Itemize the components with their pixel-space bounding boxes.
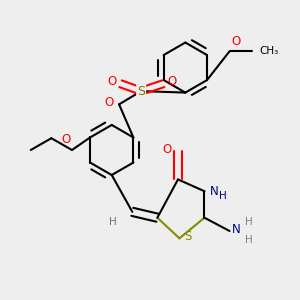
Text: CH₃: CH₃: [259, 46, 278, 56]
Text: N: N: [210, 185, 218, 198]
Text: N: N: [232, 223, 241, 236]
Text: O: O: [163, 142, 172, 156]
Text: O: O: [61, 134, 70, 146]
Text: H: H: [245, 235, 253, 245]
Text: H: H: [109, 217, 117, 227]
Text: O: O: [168, 75, 177, 88]
Text: H: H: [219, 190, 227, 201]
Text: O: O: [231, 35, 240, 48]
Text: H: H: [245, 217, 253, 227]
Text: S: S: [185, 230, 192, 243]
Text: O: O: [104, 95, 113, 109]
Text: O: O: [107, 75, 116, 88]
Text: S: S: [137, 85, 145, 98]
